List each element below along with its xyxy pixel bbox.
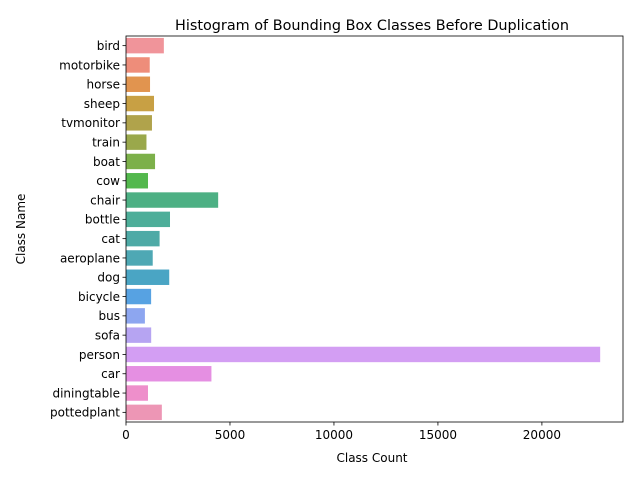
- bar-car: [126, 366, 212, 382]
- bar-person: [126, 346, 601, 363]
- y-tick-label: cow: [96, 174, 120, 188]
- y-tick-label: bus: [99, 309, 120, 323]
- bar-sofa: [126, 327, 152, 343]
- bar-bottle: [126, 211, 171, 228]
- bar-cat: [126, 230, 160, 247]
- y-tick-label: sheep: [84, 97, 120, 111]
- y-tick-label: train: [92, 135, 120, 149]
- bar-boat: [126, 153, 156, 170]
- y-axis-label: Class Name: [14, 194, 28, 265]
- y-tick-label: diningtable: [52, 386, 120, 400]
- y-tick-label: tvmonitor: [61, 116, 120, 130]
- x-tick-label: 15000: [419, 428, 457, 442]
- bar-bird: [126, 37, 164, 54]
- x-tick-label: 10000: [315, 428, 353, 442]
- y-tick-label: aeroplane: [60, 251, 120, 265]
- y-tick-label: chair: [90, 193, 120, 207]
- y-ticks-group: bird motorbike horse sheep tvmonitor train boa…: [50, 39, 126, 420]
- y-tick-label: person: [79, 348, 120, 362]
- bar-motorbike: [126, 57, 150, 73]
- y-tick-label: motorbike: [59, 58, 120, 72]
- x-tick-label: 0: [122, 428, 130, 442]
- plot-frame: [125, 35, 624, 423]
- bar-cow: [126, 173, 149, 189]
- y-tick-label: dog: [97, 271, 120, 285]
- bars-group: [126, 37, 601, 421]
- y-tick-label: boat: [93, 155, 120, 169]
- x-ticks-group: 0 5000 10000 15000 20000: [122, 422, 561, 442]
- y-tick-label: bottle: [85, 213, 120, 227]
- y-tick-label: bird: [97, 39, 120, 53]
- x-tick-label: 20000: [523, 428, 561, 442]
- bar-train: [126, 134, 147, 150]
- y-tick-label: sofa: [95, 328, 120, 342]
- bar-pottedplant: [126, 404, 162, 421]
- chart-title: Histogram of Bounding Box Classes Before…: [175, 18, 569, 34]
- bar-dog: [126, 269, 170, 285]
- bar-aeroplane: [126, 250, 153, 266]
- y-tick-label: bicycle: [78, 290, 120, 304]
- bar-bus: [126, 308, 145, 324]
- bar-sheep: [126, 95, 155, 112]
- bar-diningtable: [126, 385, 148, 401]
- y-tick-label: car: [101, 367, 120, 381]
- bar-tvmonitor: [126, 115, 152, 131]
- y-tick-label: horse: [86, 78, 120, 92]
- x-axis-label: Class Count: [336, 451, 407, 465]
- bar-bicycle: [126, 288, 152, 305]
- x-tick-label: 5000: [215, 428, 246, 442]
- bar-chair: [126, 192, 219, 208]
- bar-horse: [126, 76, 151, 92]
- y-tick-label: cat: [101, 232, 120, 246]
- axes-frame: [125, 35, 624, 423]
- y-tick-label: pottedplant: [50, 406, 120, 420]
